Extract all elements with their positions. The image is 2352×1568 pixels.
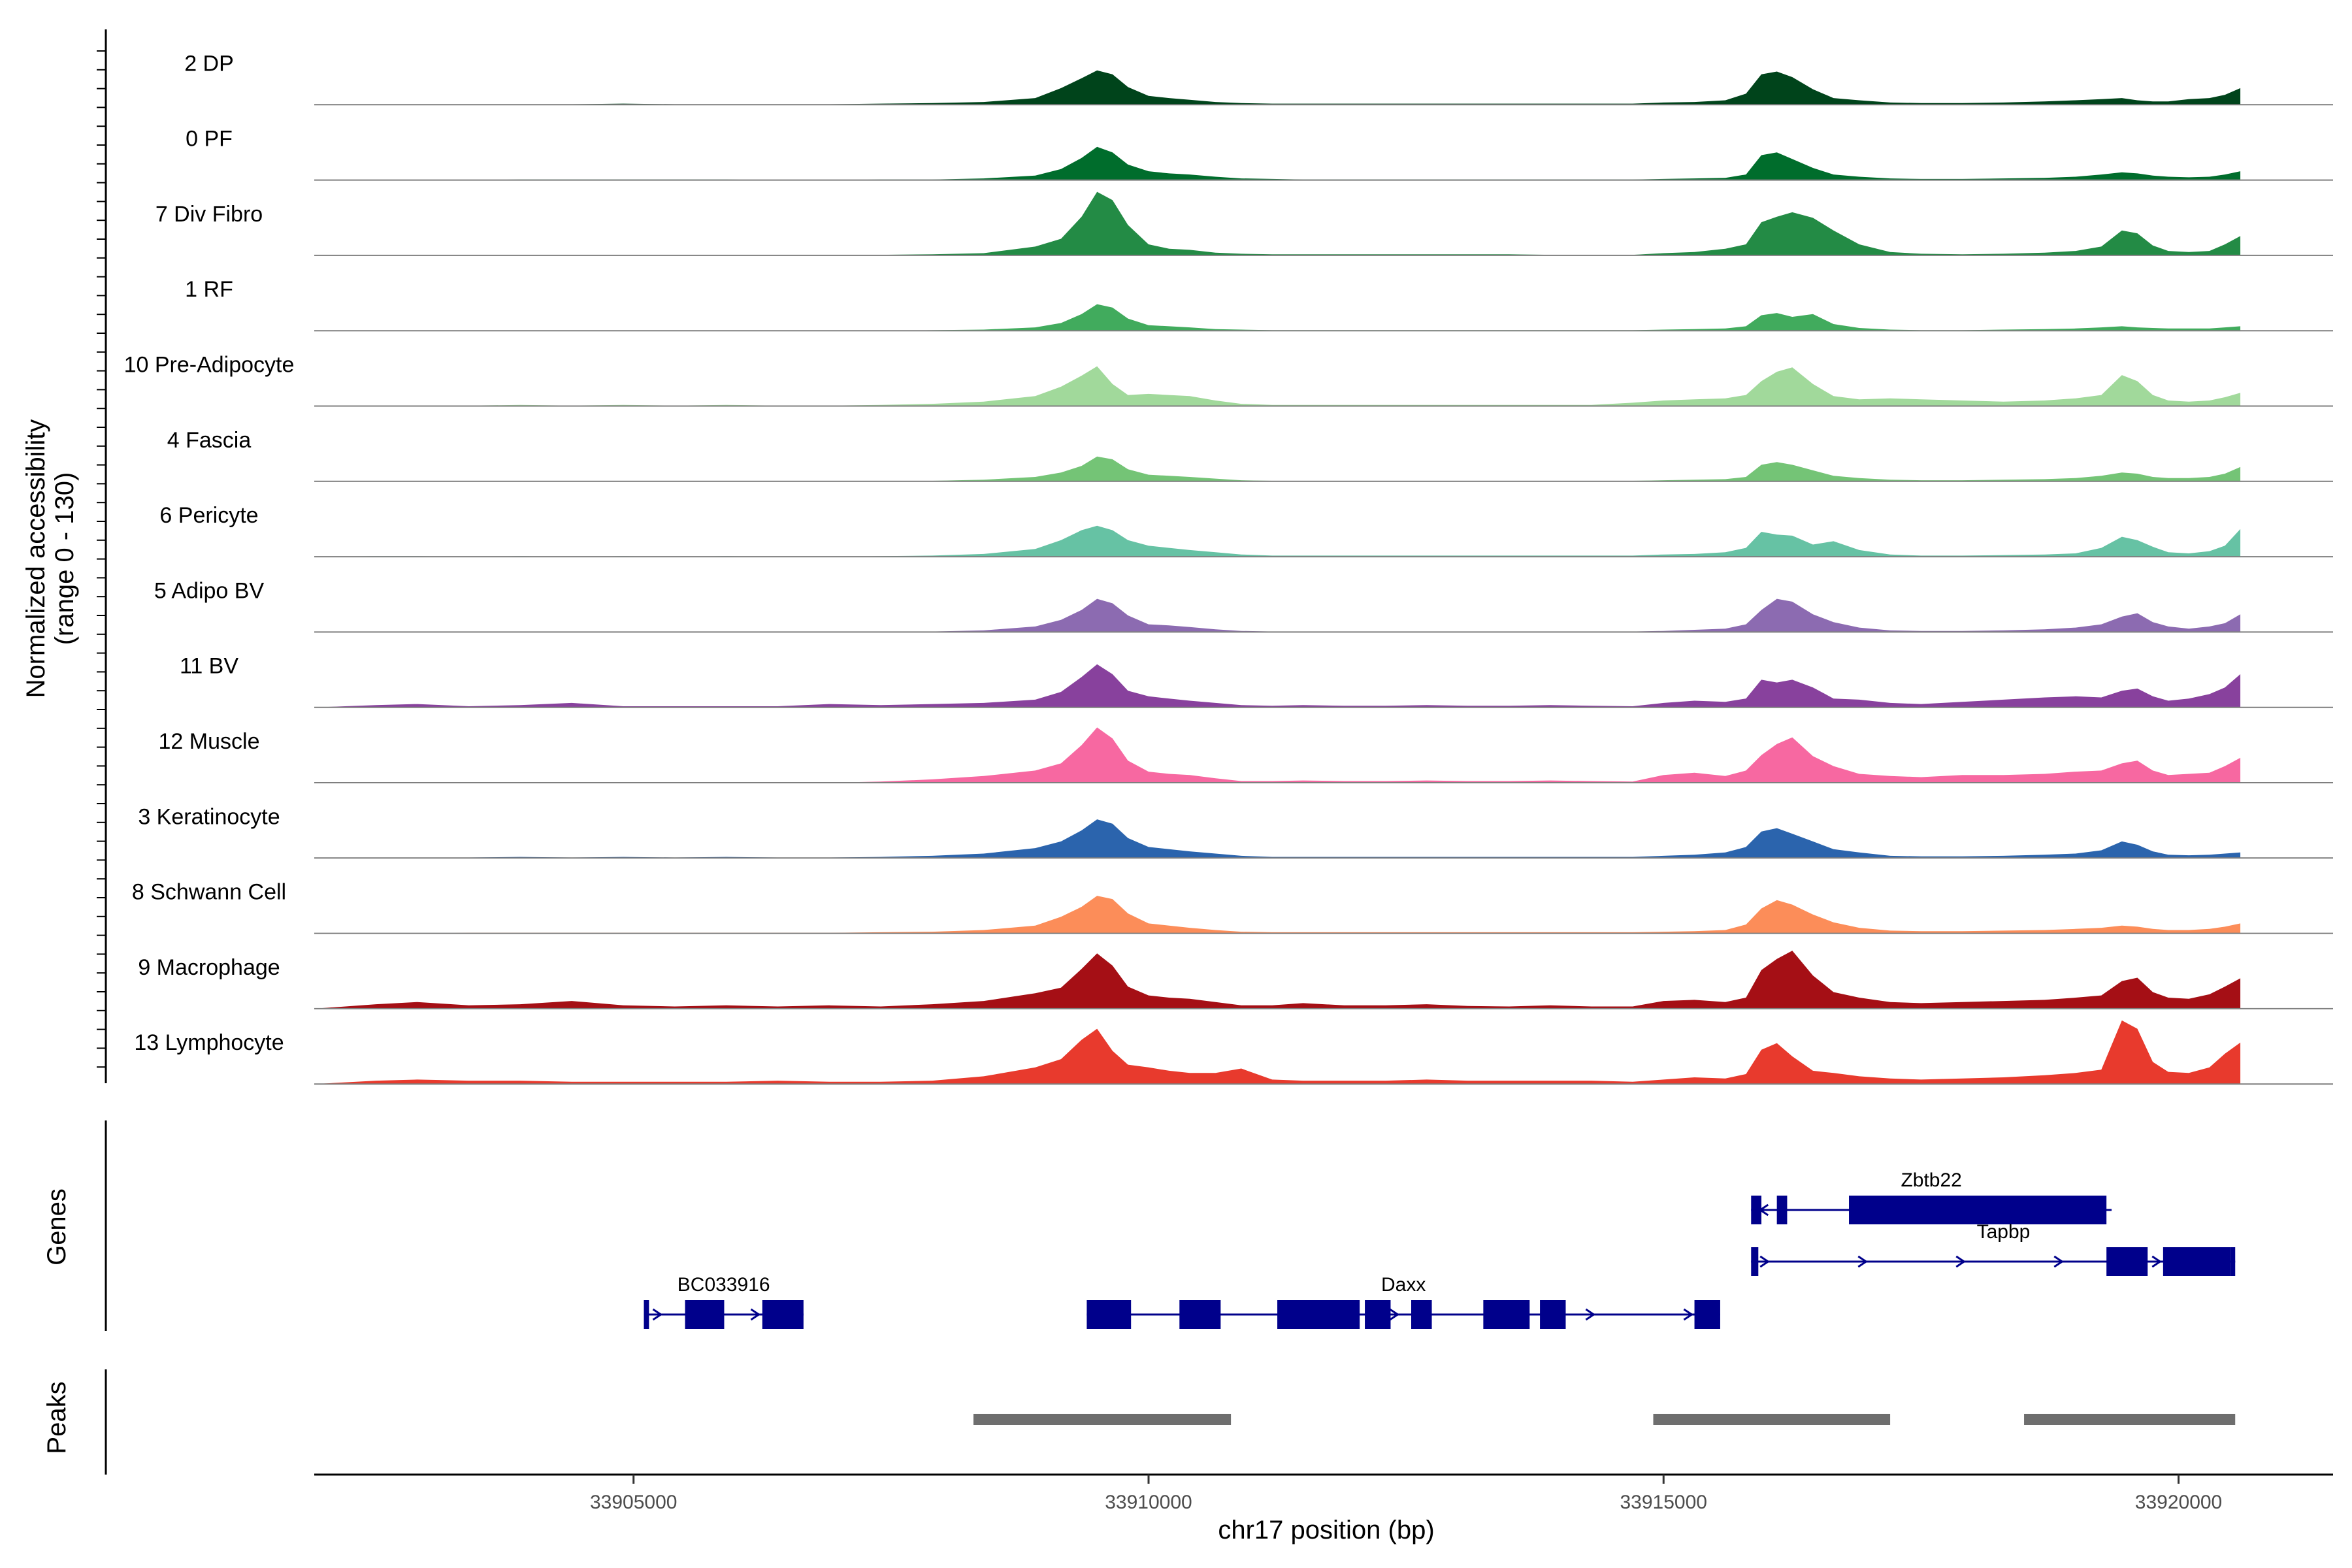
coverage-area — [314, 304, 2241, 331]
genes-track-label: Genes — [42, 1188, 71, 1266]
coverage-area — [314, 727, 2241, 783]
track-label: 6 Pericyte — [159, 503, 258, 528]
coverage-y-axis-title: Normalized accessibility — [22, 419, 50, 698]
gene-exon — [1751, 1247, 1759, 1276]
strand-chevron — [1955, 1255, 1966, 1268]
coverage-area — [314, 366, 2241, 406]
strand-chevron — [652, 1308, 663, 1321]
track-label: 4 Fascia — [167, 428, 252, 453]
gene-exon — [685, 1300, 725, 1329]
peak-region — [973, 1414, 1232, 1425]
gene-exon — [1483, 1300, 1530, 1329]
track-4: 1 RF — [185, 277, 2333, 332]
gene-label: Zbtb22 — [1901, 1169, 1961, 1191]
track-label: 0 PF — [186, 127, 233, 152]
coverage-area — [314, 896, 2241, 934]
coverage-area — [314, 525, 2241, 557]
genes-track: BC033916 Daxx Zbtb22 Tapbp — [644, 1169, 2236, 1329]
track-label: 12 Muscle — [159, 729, 260, 754]
coverage-y-ticks — [97, 50, 106, 1068]
coverage-area — [314, 951, 2241, 1009]
strand-chevron — [1683, 1308, 1694, 1321]
strand-chevron — [2151, 1255, 2162, 1268]
coverage-area — [314, 191, 2241, 255]
gene-exon — [1751, 1196, 1762, 1224]
gene-exon — [2230, 1247, 2236, 1276]
gene-exon — [1540, 1300, 1566, 1329]
strand-chevron — [750, 1308, 761, 1321]
gene-exon — [1776, 1196, 1788, 1224]
track-12: 8 Schwann Cell — [132, 880, 2333, 934]
coverage-tracks: 2 DP 0 PF 7 Div Fibro 1 RF 10 Pre-Adipocyte 4… — [124, 51, 2333, 1085]
track-10: 12 Muscle — [159, 727, 2333, 783]
gene-daxx: Daxx — [1086, 1274, 1720, 1329]
track-1: 2 DP — [184, 51, 2333, 106]
track-label: 10 Pre-Adipocyte — [124, 353, 295, 378]
track-label: 8 Schwann Cell — [132, 880, 286, 905]
coverage-area — [314, 819, 2241, 858]
x-tick-label: 33915000 — [1620, 1492, 1707, 1513]
coverage-y-axis-range: (range 0 - 130) — [50, 472, 79, 645]
track-label: 2 DP — [184, 51, 234, 76]
track-label: 5 Adipo BV — [154, 578, 265, 603]
gene-label: BC033916 — [678, 1274, 770, 1296]
peaks-track — [973, 1414, 2236, 1425]
track-label: 13 Lymphocyte — [134, 1030, 284, 1055]
gene-exon — [2106, 1247, 2148, 1276]
track-13: 9 Macrophage — [138, 951, 2333, 1009]
coverage-area — [314, 598, 2241, 632]
coverage-area — [314, 70, 2241, 105]
x-tick-label: 33920000 — [2135, 1492, 2222, 1513]
gene-exon — [1086, 1300, 1132, 1329]
coverage-area — [314, 664, 2241, 708]
track-label: 11 BV — [180, 654, 238, 679]
gene-tapbp: Tapbp — [1751, 1221, 2236, 1276]
strand-chevron — [1585, 1308, 1596, 1321]
track-9: 11 BV — [180, 654, 2333, 708]
track-7: 6 Pericyte — [159, 503, 2333, 558]
strand-chevron — [1389, 1308, 1400, 1321]
x-axis-ticks: 33905000 33910000 33915000 33920000 — [590, 1475, 2222, 1513]
coverage-area — [314, 456, 2241, 482]
strand-chevron — [1857, 1255, 1868, 1268]
gene-label: Daxx — [1381, 1274, 1426, 1296]
gene-exon — [644, 1300, 649, 1329]
track-label: 7 Div Fibro — [155, 202, 263, 227]
track-6: 4 Fascia — [167, 428, 2333, 482]
peak-region — [2024, 1414, 2236, 1425]
gene-exon — [1411, 1300, 1432, 1329]
x-axis-title: chr17 position (bp) — [1218, 1516, 1434, 1544]
strand-chevron — [2053, 1255, 2064, 1268]
gene-exon — [762, 1300, 804, 1329]
gene-label: Tapbp — [1977, 1221, 2031, 1243]
track-label: 9 Macrophage — [138, 955, 280, 980]
peaks-track-label: Peaks — [42, 1381, 71, 1454]
x-tick-label: 33910000 — [1105, 1492, 1192, 1513]
coverage-area — [314, 146, 2241, 180]
gene-exon — [1849, 1196, 2107, 1224]
gene-exon — [1365, 1300, 1391, 1329]
gene-exon — [1694, 1300, 1720, 1329]
track-label: 1 RF — [185, 277, 233, 302]
peak-region — [1653, 1414, 1891, 1425]
coverage-area — [314, 1020, 2241, 1085]
x-tick-label: 33905000 — [590, 1492, 677, 1513]
gene-exon — [1179, 1300, 1221, 1329]
track-14: 13 Lymphocyte — [134, 1020, 2333, 1085]
track-3: 7 Div Fibro — [155, 191, 2333, 256]
gene-exon — [1277, 1300, 1360, 1329]
track-2: 0 PF — [186, 127, 2333, 181]
track-label: 3 Keratinocyte — [138, 804, 280, 829]
gene-zbtb22: Zbtb22 — [1751, 1169, 2112, 1224]
gene-bc033916: BC033916 — [644, 1274, 804, 1329]
gene-exon — [2163, 1247, 2230, 1276]
strand-chevron — [1759, 1255, 1770, 1268]
track-11: 3 Keratinocyte — [138, 804, 2333, 859]
track-8: 5 Adipo BV — [154, 578, 2333, 633]
track-5: 10 Pre-Adipocyte — [124, 353, 2333, 407]
